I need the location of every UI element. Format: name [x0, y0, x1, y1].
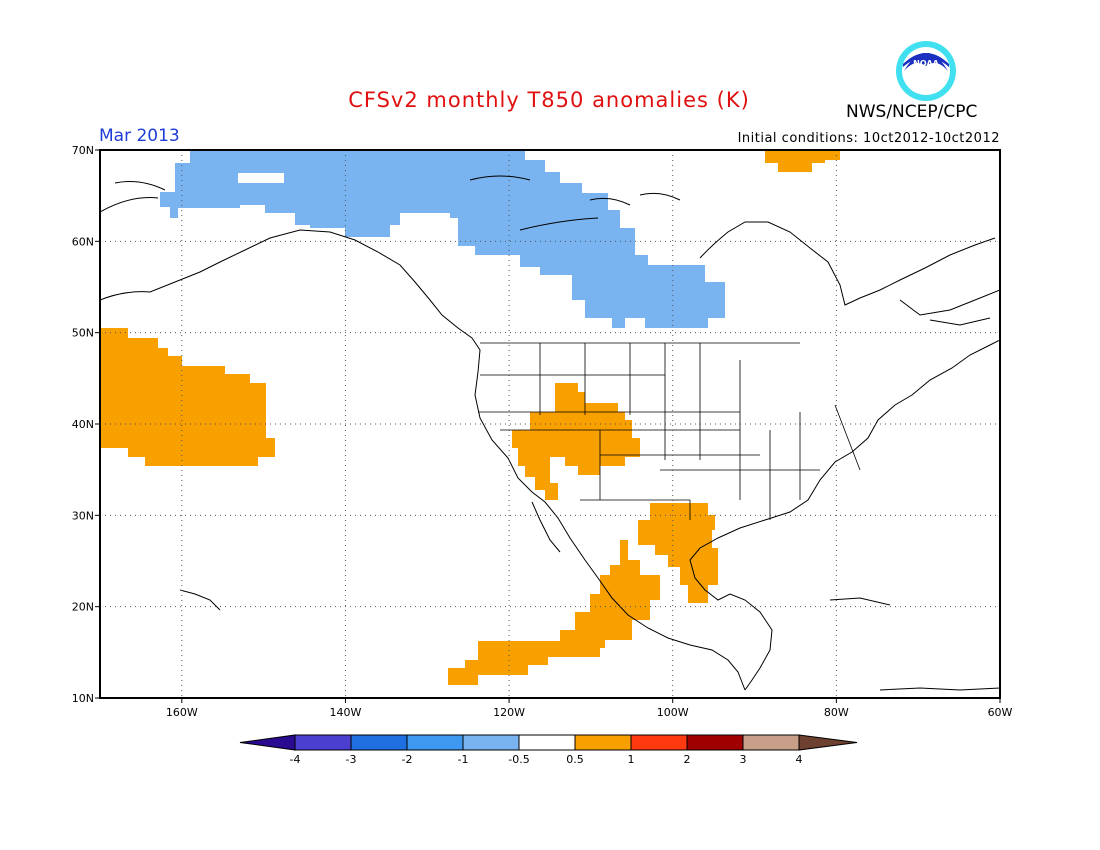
colorbar: -4 -3 -2 -1 -0.5 0.5 1 2 3 4	[239, 734, 858, 766]
graticule	[95, 149, 1001, 703]
southwest-us-warm-region	[512, 383, 640, 500]
state-boundaries	[478, 342, 861, 520]
colorbar-arrow-right	[798, 734, 858, 751]
lon-label: 120W	[493, 706, 525, 719]
lon-label: 80W	[824, 706, 849, 719]
forecast-period: Mar 2013	[99, 126, 180, 146]
initial-conditions: Initial conditions: 10ct2012-10ct2012	[737, 131, 1000, 146]
longitude-labels: 160W 140W 120W 100W 80W 60W	[166, 706, 1013, 719]
latitude-labels: 70N 60N 50N 40N 30N 20N 10N	[72, 144, 94, 705]
map-area	[100, 150, 1000, 691]
lon-label: 100W	[657, 706, 689, 719]
colorbar-label: -4	[290, 753, 301, 766]
colorbar-label: -2	[402, 753, 413, 766]
colorbar-label: 0.5	[566, 753, 584, 766]
lon-label: 140W	[330, 706, 362, 719]
colorbar-box	[574, 734, 632, 751]
colorbar-label: 3	[740, 753, 747, 766]
colorbar-label: -3	[346, 753, 357, 766]
organization-label: NWS/NCEP/CPC	[846, 102, 978, 122]
noaa-logo-icon: NOAA	[896, 41, 956, 101]
north-pacific-warm-region	[100, 328, 275, 466]
lat-label: 40N	[72, 418, 94, 431]
colorbar-label: 1	[628, 753, 635, 766]
colorbar-box	[630, 734, 688, 751]
colorbar-label: 4	[796, 753, 803, 766]
lat-label: 30N	[72, 509, 94, 522]
lon-label: 60W	[988, 706, 1013, 719]
colorbar-box	[406, 734, 464, 751]
colorbar-box	[742, 734, 800, 751]
alaska-canada-cold-region	[160, 150, 725, 328]
texas-gulf-warm-region	[638, 503, 718, 603]
lat-label: 10N	[72, 692, 94, 705]
lat-label: 50N	[72, 327, 94, 340]
colorbar-box	[686, 734, 744, 751]
cold-gap	[238, 173, 284, 183]
colorbar-box	[294, 734, 352, 751]
colorbar-box	[518, 734, 576, 751]
mexico-pacific-warm-region	[448, 540, 660, 685]
logo-text: NOAA	[913, 59, 939, 68]
lat-label: 70N	[72, 144, 94, 157]
colorbar-label: 2	[684, 753, 691, 766]
lat-label: 60N	[72, 235, 94, 248]
lon-label: 160W	[166, 706, 198, 719]
colorbar-arrow-left	[239, 734, 296, 751]
colorbar-box	[462, 734, 520, 751]
colorbar-label: -0.5	[508, 753, 529, 766]
map-frame	[99, 149, 1001, 699]
lat-label: 20N	[72, 601, 94, 614]
greenland-warm-region	[765, 150, 840, 172]
colorbar-box	[350, 734, 408, 751]
coastlines	[100, 175, 1000, 691]
colorbar-label: -1	[458, 753, 469, 766]
chart-title: CFSv2 monthly T850 anomalies (K)	[348, 88, 750, 112]
